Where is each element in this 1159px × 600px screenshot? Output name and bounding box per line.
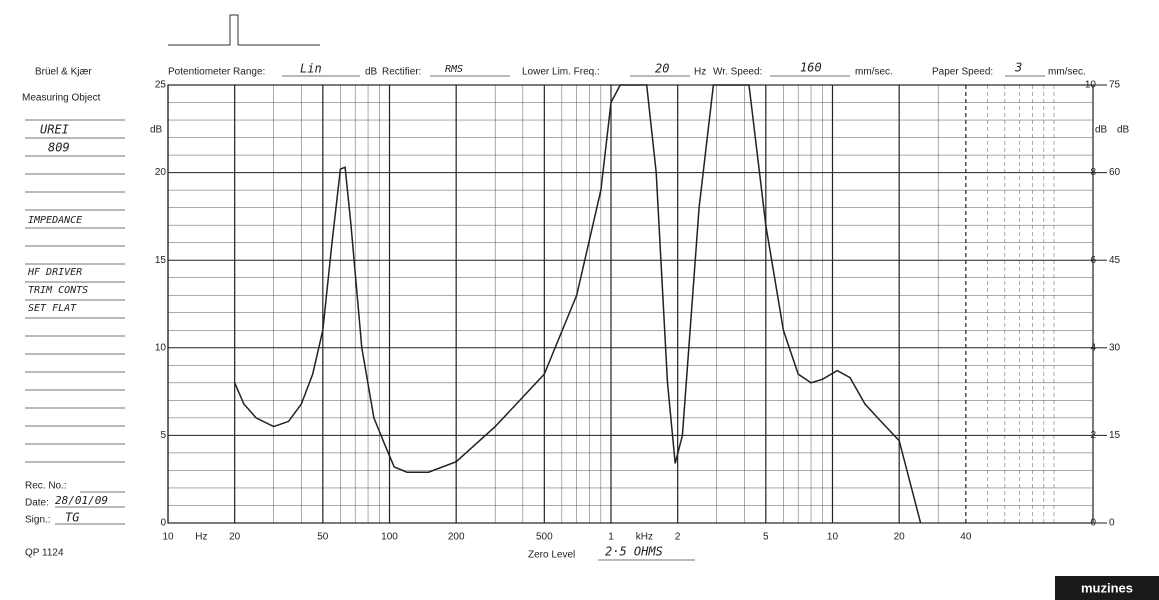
wr-label: Wr. Speed: [713, 67, 762, 78]
x-tick-label: 2 [675, 532, 681, 543]
object-line: IMPEDANCE [28, 215, 82, 226]
scan-mark [168, 14, 320, 46]
pot-unit: dB [365, 67, 378, 78]
y2-tick-label: 8 [1090, 167, 1096, 178]
sign-label: Sign.: [25, 515, 51, 526]
date-value: 28/01/09 [55, 494, 108, 507]
y-label: dB [150, 125, 163, 136]
rect-value: RMS [445, 64, 463, 75]
x-unit: Hz [195, 532, 207, 543]
ps-value: 3 [1014, 61, 1022, 75]
x-unit: kHz [636, 532, 653, 543]
object-line: UREI [40, 123, 69, 137]
y3-tick-label: 15 [1109, 430, 1121, 441]
date-label: Date: [25, 498, 49, 509]
logo-box [1055, 576, 1159, 600]
zero-label: Zero Level [528, 550, 575, 561]
x-tick-label: 500 [536, 532, 553, 543]
object-line: 809 [48, 141, 70, 155]
x-tick-label: 100 [381, 532, 398, 543]
y2-tick-label: 6 [1090, 255, 1096, 266]
object-line: TRIM CONTS [28, 285, 88, 296]
rect-label: Rectifier: [382, 67, 421, 78]
y3-tick-label: 30 [1109, 342, 1121, 353]
y2-tick-label: 0 [1090, 518, 1096, 529]
x-tick-label: 1 [608, 532, 614, 543]
object-line: SET FLAT [28, 303, 77, 314]
y2-tick-label: 2 [1090, 430, 1096, 441]
x-tick-label: 10 [827, 532, 839, 543]
y-tick-label: 10 [155, 342, 167, 353]
form-number: QP 1124 [25, 548, 64, 559]
x-tick-label: 50 [317, 532, 329, 543]
sign-value: TG [65, 511, 79, 525]
y-tick-label: 15 [155, 255, 167, 266]
brand: Brüel & Kjær [35, 67, 92, 78]
pot-value: Lin [300, 62, 322, 76]
rec-label: Rec. No.: [25, 481, 67, 492]
object-line: HF DRIVER [27, 267, 82, 278]
wr-unit: mm/sec. [855, 67, 893, 78]
llf-value: 20 [655, 62, 669, 76]
x-tick-label: 20 [894, 532, 906, 543]
object-label: Measuring Object [22, 93, 101, 104]
y3-tick-label: 60 [1109, 167, 1121, 178]
llf-unit: Hz [694, 67, 706, 78]
impedance-curve [234, 84, 922, 524]
y-tick-label: 20 [155, 167, 167, 178]
y3-label: dB [1117, 125, 1130, 136]
logo[interactable]: muzines [1081, 580, 1133, 595]
y-tick-label: 5 [160, 430, 166, 441]
pot-label: Potentiometer Range: [168, 67, 265, 78]
wr-value: 160 [800, 61, 822, 75]
y-tick-label: 0 [160, 518, 166, 529]
x-tick-label: 40 [960, 532, 972, 543]
y3-tick-label: 0 [1109, 518, 1115, 529]
zero-value: 2·5 OHMS [605, 545, 663, 559]
y-label: dB [1095, 125, 1108, 136]
y-tick-label: 25 [155, 80, 167, 91]
x-tick-label: 20 [229, 532, 241, 543]
x-tick-label: 200 [448, 532, 465, 543]
x-tick-label: 5 [763, 532, 769, 543]
ps-unit: mm/sec. [1048, 67, 1086, 78]
y2-tick-label: 4 [1090, 342, 1096, 353]
x-tick-label: 10 [162, 532, 174, 543]
y3-tick-label: 75 [1109, 80, 1121, 91]
form-lines [25, 75, 1045, 561]
ps-label: Paper Speed: [932, 67, 993, 78]
llf-label: Lower Lim. Freq.: [522, 67, 600, 78]
y3-tick-label: 45 [1109, 255, 1121, 266]
y2-tick-label: 10 [1085, 80, 1097, 91]
